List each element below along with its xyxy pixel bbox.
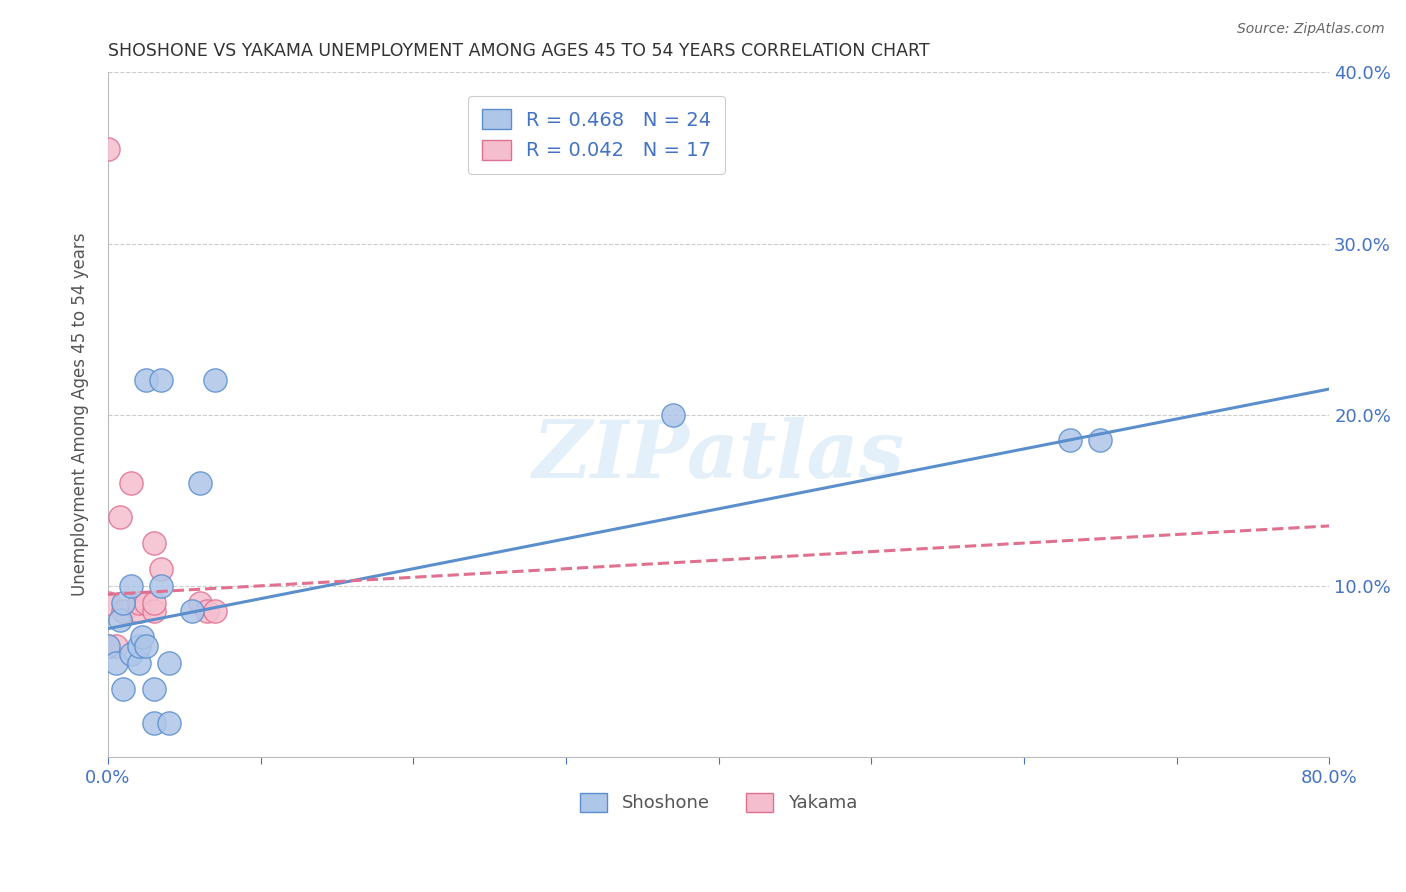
Point (150, 579, 173, 593)
Point (131, 630, 153, 644)
Point (97, 639, 120, 653)
Point (112, 681, 135, 696)
Point (1090, 434, 1112, 448)
Point (142, 681, 165, 696)
Point (120, 579, 142, 593)
Point (108, 613, 131, 627)
Point (157, 715, 180, 730)
Point (157, 656, 180, 670)
Point (128, 605, 150, 619)
Text: Source: ZipAtlas.com: Source: ZipAtlas.com (1237, 22, 1385, 37)
Point (128, 656, 150, 670)
Point (135, 639, 157, 653)
Point (142, 715, 165, 730)
Y-axis label: Unemployment Among Ages 45 to 54 years: Unemployment Among Ages 45 to 54 years (72, 233, 89, 597)
Point (104, 639, 127, 653)
Point (142, 605, 165, 619)
Point (97, 143, 120, 157)
Point (112, 596, 135, 610)
Point (662, 408, 685, 422)
Point (135, 596, 157, 610)
Point (204, 605, 226, 619)
Point (128, 639, 150, 653)
Point (195, 605, 218, 619)
Point (142, 536, 165, 550)
Point (108, 510, 131, 524)
Point (204, 374, 226, 388)
Point (142, 596, 165, 610)
Point (128, 596, 150, 610)
Point (112, 605, 135, 619)
Point (150, 562, 173, 576)
Point (97, 639, 120, 653)
Text: ZIPatlas: ZIPatlas (533, 417, 904, 494)
Text: SHOSHONE VS YAKAMA UNEMPLOYMENT AMONG AGES 45 TO 54 YEARS CORRELATION CHART: SHOSHONE VS YAKAMA UNEMPLOYMENT AMONG AG… (108, 42, 929, 60)
Point (135, 374, 157, 388)
Point (188, 596, 211, 610)
Point (104, 656, 127, 670)
Point (188, 476, 211, 491)
Point (1059, 434, 1081, 448)
Point (120, 476, 142, 491)
Legend: Shoshone, Yakama: Shoshone, Yakama (569, 782, 868, 823)
Point (120, 647, 142, 661)
Point (150, 374, 173, 388)
Point (97, 596, 120, 610)
Point (181, 605, 204, 619)
